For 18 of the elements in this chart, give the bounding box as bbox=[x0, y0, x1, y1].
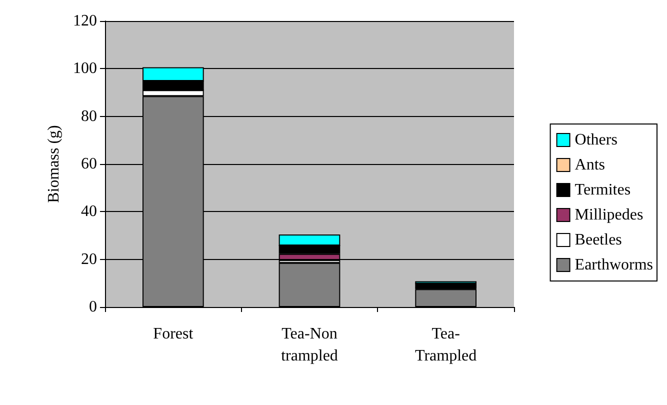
y-tick-label: 20 bbox=[81, 250, 97, 268]
legend-label: Millipedes bbox=[574, 206, 644, 224]
legend-label: Earthworms bbox=[574, 256, 653, 274]
y-tick-label: 0 bbox=[89, 298, 97, 316]
legend-label: Ants bbox=[574, 156, 606, 174]
x-tick-label: Forest bbox=[153, 326, 194, 342]
legend-label: Others bbox=[574, 132, 618, 148]
y-tick-label: 80 bbox=[81, 108, 97, 125]
x-tick-label: Tea-Trampled bbox=[415, 326, 477, 364]
y-tick-label: 40 bbox=[81, 203, 97, 220]
legend-label: Beetles bbox=[574, 232, 622, 248]
y-tick-label: 60 bbox=[81, 156, 97, 172]
y-axis-title: Biomass (g) bbox=[46, 125, 63, 203]
legend-label: Termites bbox=[574, 182, 631, 198]
x-tick-label: Tea-Non trampled bbox=[281, 326, 338, 364]
y-tick-label: 120 bbox=[73, 12, 97, 30]
y-tick-label: 100 bbox=[73, 60, 97, 78]
bar bbox=[278, 262, 340, 307]
